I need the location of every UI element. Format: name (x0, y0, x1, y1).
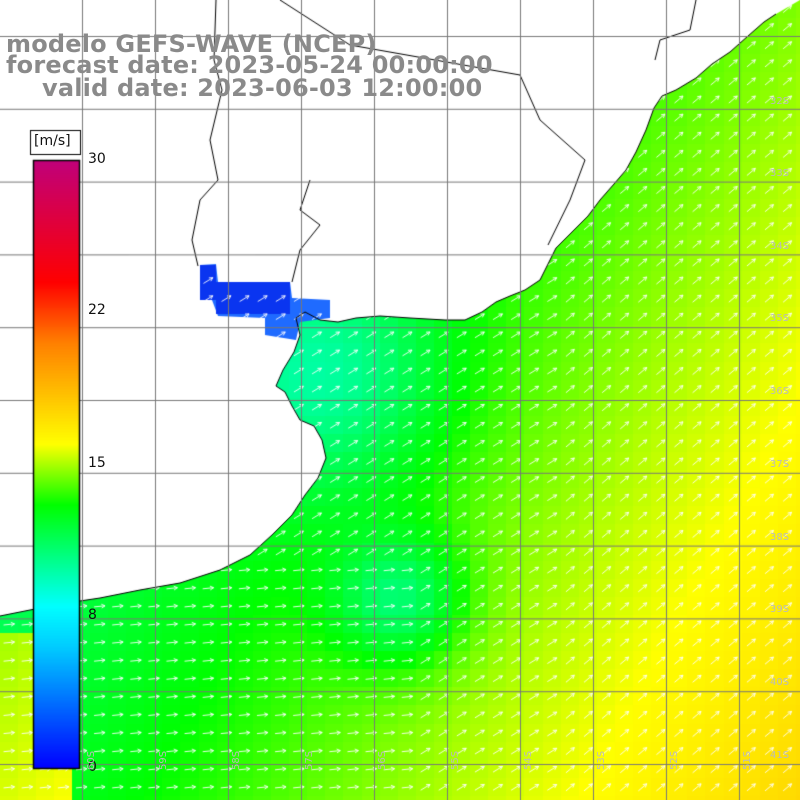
lat-label: 34S (770, 241, 790, 252)
colorbar-tick-30: 30 (88, 151, 106, 167)
lon-label: 58S (231, 750, 242, 770)
colorbar-unit-label: [m/s] (34, 133, 71, 149)
lon-label: 51S (742, 750, 753, 770)
colorbar-tick-22: 22 (88, 302, 106, 318)
lat-label: 39S (770, 604, 790, 615)
lon-label: 60S (86, 750, 97, 770)
valid-date: valid date: 2023-06-03 12:00:00 (42, 74, 483, 102)
lon-label: 59S (158, 750, 169, 770)
lat-label: 32S (770, 96, 790, 107)
lat-label: 35S (770, 313, 790, 324)
lat-label: 38S (770, 532, 790, 543)
lon-label: 55S (450, 750, 461, 770)
lon-label: 54S (523, 750, 534, 770)
lat-label: 37S (770, 459, 790, 470)
forecast-date: forecast date: 2023-05-24 00:00:00 (6, 51, 493, 79)
colorbar-tick-8: 8 (88, 607, 97, 623)
lon-label: 57S (304, 750, 315, 770)
lat-label: 33S (770, 168, 790, 179)
lat-label: 41S (770, 750, 790, 761)
lat-label: 40S (770, 677, 790, 688)
colorbar-tick-15: 15 (88, 455, 106, 471)
colorbar-tick-0: 0 (88, 759, 97, 775)
lon-label: 56S (377, 750, 388, 770)
lon-label: 53S (596, 750, 607, 770)
lon-label: 52S (669, 750, 680, 770)
lat-label: 36S (770, 386, 790, 397)
model-title: modelo GEFS-WAVE (NCEP) (6, 30, 377, 58)
